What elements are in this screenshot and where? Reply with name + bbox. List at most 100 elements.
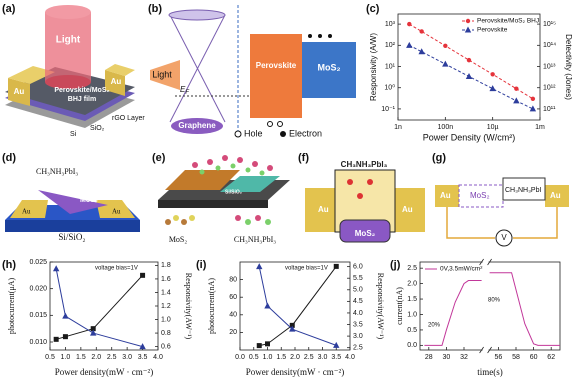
annotation: voltage bias=1V xyxy=(285,266,328,272)
x-tick-label: 10µ xyxy=(487,124,499,131)
marker xyxy=(53,336,59,342)
y2-tick-label: 10¹² xyxy=(543,85,556,92)
marker xyxy=(256,343,262,349)
x-tick-label: 30 xyxy=(443,354,451,361)
au-pad xyxy=(545,185,569,207)
label: Electron xyxy=(289,128,322,138)
y2-axis-label: Responsivity(AW⁻¹) xyxy=(376,273,385,340)
panel-label: (e) xyxy=(152,152,166,164)
marker xyxy=(442,60,449,67)
label: V xyxy=(501,233,507,242)
marker xyxy=(530,96,536,102)
y2-tick-label: 2.5 xyxy=(353,345,363,352)
electron xyxy=(308,34,312,38)
y-tick-label: 0.010 xyxy=(29,339,47,346)
marker xyxy=(140,272,146,278)
y-axis-label: current(nA) xyxy=(395,287,404,325)
light-beam xyxy=(45,75,91,89)
marker xyxy=(418,48,425,55)
y-tick-label: 10⁻¹ xyxy=(381,106,395,113)
x-tick-label: 0.5 xyxy=(249,354,259,361)
y2-tick-label: 10¹³ xyxy=(543,63,556,70)
y2-tick-label: 5.0 xyxy=(353,287,363,294)
au-pad xyxy=(305,188,335,232)
substrate xyxy=(158,200,268,208)
perovskite-layer xyxy=(220,176,280,192)
label: MoS₂ xyxy=(470,191,490,200)
label: Si xyxy=(70,131,77,138)
label: EF xyxy=(180,85,189,95)
marker xyxy=(489,85,496,92)
marker xyxy=(465,18,471,24)
y2-tick-label: 4.0 xyxy=(353,310,363,317)
y-tick-label: 10⁰ xyxy=(384,84,395,92)
marker xyxy=(139,343,146,350)
marker xyxy=(62,334,68,340)
perovskite-band xyxy=(250,34,302,118)
marker xyxy=(90,329,97,336)
y-tick-label: 80 xyxy=(229,276,237,283)
label: MoS₂ xyxy=(355,229,376,238)
label: Hole xyxy=(244,128,263,138)
y2-tick-label: 5.5 xyxy=(353,275,363,282)
annotation: voltage bias=1V xyxy=(95,266,138,272)
y-axis-label: photocurrent(μA) xyxy=(7,278,16,335)
mos2-layer xyxy=(165,170,240,190)
x-tick-label: 28 xyxy=(425,354,433,361)
label: Si/SiO₂ xyxy=(225,189,242,195)
x-tick-label: 32 xyxy=(460,354,468,361)
y2-tick-label: 3.0 xyxy=(353,333,363,340)
panel-label: (a) xyxy=(2,3,16,15)
panel-label: (i) xyxy=(196,259,207,271)
y-tick-label: 0.025 xyxy=(29,259,47,266)
label: Perovskite xyxy=(256,61,297,70)
label: Si/SiO₂ xyxy=(58,232,85,242)
x-tick-label: 3.0 xyxy=(122,354,132,361)
au-pad xyxy=(105,70,125,96)
y2-tick-label: 0.6 xyxy=(161,343,171,350)
label: Graphene xyxy=(178,121,216,130)
graphene xyxy=(171,118,223,134)
y-tick-label: 0.5 xyxy=(407,327,417,334)
carrier xyxy=(357,193,363,199)
label: CH₃NH₃PbI₃ xyxy=(234,235,276,244)
light-arrow xyxy=(150,60,180,90)
x-tick-label: 4.0 xyxy=(153,354,163,361)
dirac-cone xyxy=(169,14,226,123)
marker xyxy=(90,326,96,332)
y2-tick-label: 1.4 xyxy=(161,289,171,296)
x-tick-label: 4.0 xyxy=(345,354,355,361)
diagram-b: Light EF Graphene Perovskite MoS₂ Hole E… xyxy=(150,5,356,138)
plot-frame xyxy=(397,13,541,121)
mos2-layer xyxy=(339,219,391,243)
x-tick-label: 0.5 xyxy=(45,354,55,361)
light-beam xyxy=(45,12,91,82)
panel-label: (g) xyxy=(432,152,446,164)
y-tick-label: 20 xyxy=(229,329,237,336)
diagram-g: Au Au MoS₂ CH₃NH₃PbI V xyxy=(435,177,569,247)
diagram-a: Light Au Au Perovskite/MoS₂ BHJ film rGO… xyxy=(5,5,145,138)
legend-label: Perovskite/MoS₂ BHJ xyxy=(477,18,539,25)
x-axis-label: Power Density (W/cm²) xyxy=(423,132,516,142)
panel-label: (b) xyxy=(148,3,162,15)
x-tick-label: 62 xyxy=(547,354,555,361)
x-axis-label: Power density(mW · cm⁻²) xyxy=(55,367,154,377)
x-tick-label: 1n xyxy=(394,124,402,131)
axis-break xyxy=(487,258,492,266)
label: rGO Layer xyxy=(112,115,145,122)
x-tick-label: 2.0 xyxy=(91,354,101,361)
diagram-d: CH₃NH₃PbI₃ MoS₂ Au Au Si/SiO₂ xyxy=(5,167,140,242)
y-tick-label: 1.0 xyxy=(407,311,417,318)
electron-legend xyxy=(280,131,286,137)
hole xyxy=(277,121,283,127)
marker xyxy=(333,263,339,269)
series-line xyxy=(259,266,337,347)
x-tick-label: 1m xyxy=(535,124,545,131)
substrate xyxy=(5,220,140,232)
marker xyxy=(333,341,340,348)
axis-break xyxy=(482,261,489,351)
y-tick-label: 2.5 xyxy=(407,265,417,272)
diagram-f: CH₃NH₃PbI₃ Au Au MoS₂ xyxy=(305,160,425,243)
y-tick-label: 40 xyxy=(229,312,237,319)
y-axis-label: photocurrent(nA) xyxy=(207,278,216,334)
